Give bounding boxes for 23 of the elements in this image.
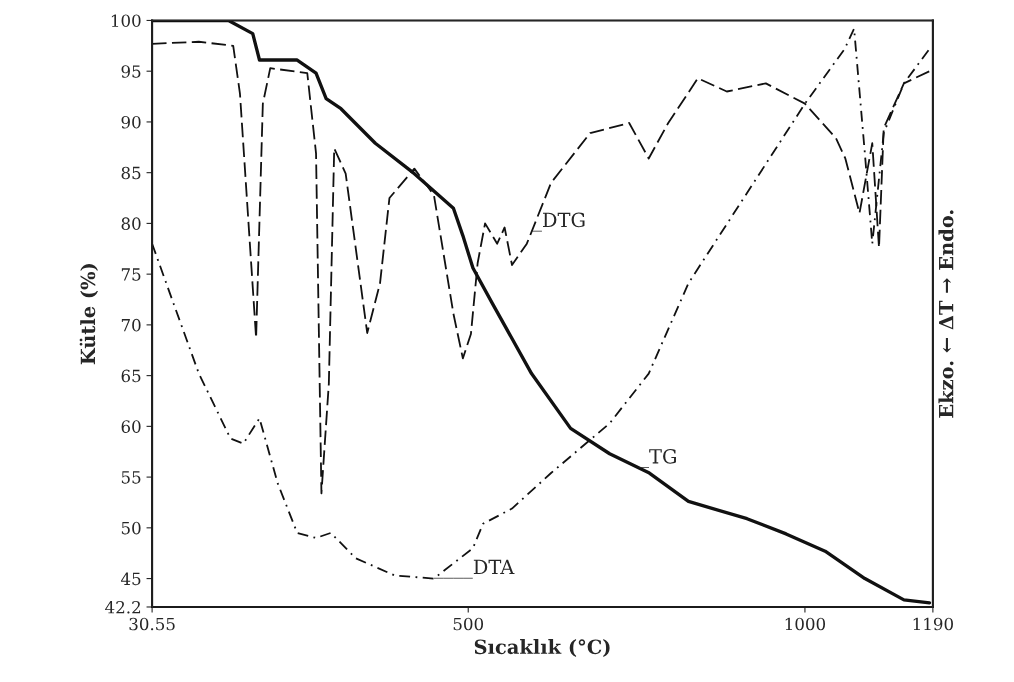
y-tick-label: 55 (121, 471, 141, 484)
y-tick-label: 90 (121, 115, 141, 129)
x-tick-label: 500 (453, 617, 484, 631)
x-tick-label: 1190 (913, 617, 953, 631)
x-axis-title: Sıcaklık (°C) (474, 639, 610, 657)
annotation: _DTG (532, 212, 585, 232)
y-tick-label: 42.2 (105, 600, 141, 614)
annotation: ____DTA (433, 559, 515, 579)
y-tick-label: 65 (121, 369, 141, 383)
y-tick-label: 85 (121, 166, 141, 180)
annotation: _TG (639, 448, 676, 468)
x-tick-label: 30.55 (129, 617, 175, 631)
y-tick-label: 45 (120, 572, 141, 586)
y-tick-label: 100 (111, 14, 141, 28)
y-tick-label: 50 (121, 521, 141, 535)
y2-axis-title: Ekzo. ← ΔT → Endo. (938, 210, 954, 418)
y-tick-label: 80 (121, 217, 141, 230)
y-tick-label: 75 (121, 268, 141, 281)
y-tick-label: 60 (121, 420, 141, 433)
y-axis-title: Kütle (%) (79, 264, 98, 365)
y-tick-label: 95 (121, 65, 141, 78)
y-tick-label: 70 (121, 318, 141, 332)
x-tick-label: 1000 (785, 617, 826, 631)
